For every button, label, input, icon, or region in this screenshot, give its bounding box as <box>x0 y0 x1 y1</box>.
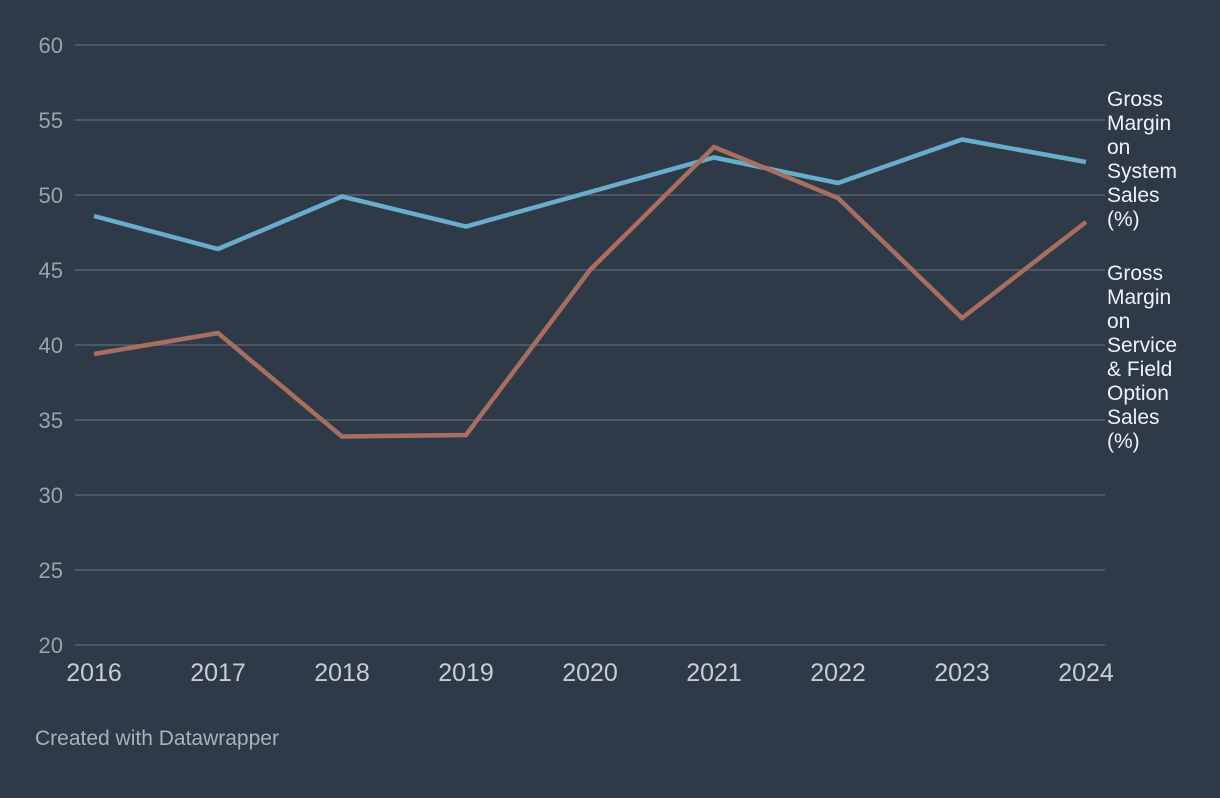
x-tick-label-2018: 2018 <box>314 659 370 687</box>
x-tick-label-2022: 2022 <box>810 659 866 687</box>
y-tick-label-55: 55 <box>39 108 63 133</box>
y-tick-label-45: 45 <box>39 258 63 283</box>
y-tick-label-25: 25 <box>39 558 63 583</box>
x-tick-label-2024: 2024 <box>1058 659 1114 687</box>
y-tick-label-40: 40 <box>39 333 63 358</box>
legend-label-service-field-option-sales: Gross Margin on Service & Field Option S… <box>1107 262 1178 453</box>
x-tick-label-2023: 2023 <box>934 659 990 687</box>
series-line-service-field-option-sales <box>93 144 1088 439</box>
x-tick-label-2016: 2016 <box>66 659 122 687</box>
y-tick-label-30: 30 <box>39 483 63 508</box>
legend-label-system-sales: Gross Margin on System Sales (%) <box>1107 88 1178 231</box>
datawrapper-credit-link[interactable]: Created with Datawrapper <box>35 727 279 750</box>
x-tick-label-2017: 2017 <box>190 659 246 687</box>
x-tick-label-2020: 2020 <box>562 659 618 687</box>
y-tick-label-35: 35 <box>39 408 63 433</box>
series-line-system-sales <box>93 137 1087 252</box>
y-tick-label-50: 50 <box>39 183 63 208</box>
x-tick-label-2021: 2021 <box>686 659 742 687</box>
y-tick-label-60: 60 <box>39 33 63 58</box>
y-tick-label-20: 20 <box>39 633 63 658</box>
x-tick-label-2019: 2019 <box>438 659 494 687</box>
